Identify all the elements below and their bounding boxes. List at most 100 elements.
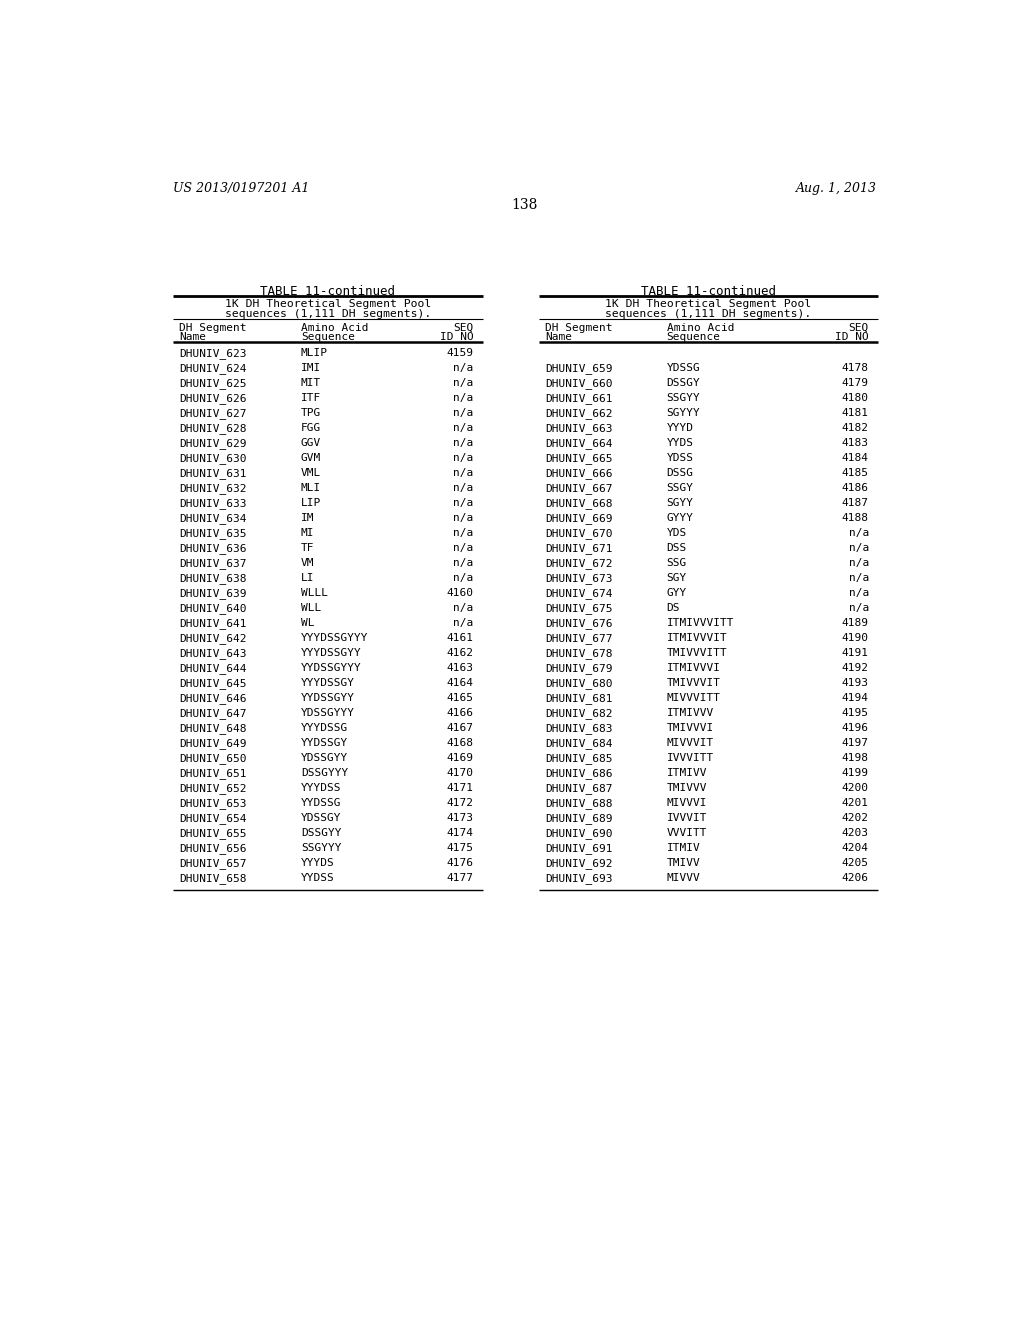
Text: DHUNIV_685: DHUNIV_685: [545, 754, 612, 764]
Text: n/a: n/a: [454, 528, 474, 539]
Text: TMIVVVI: TMIVVVI: [667, 723, 714, 733]
Text: DHUNIV_642: DHUNIV_642: [179, 634, 247, 644]
Text: SEQ: SEQ: [454, 323, 474, 333]
Text: MIVVVIT: MIVVVIT: [667, 738, 714, 748]
Text: DHUNIV_655: DHUNIV_655: [179, 829, 247, 840]
Text: MIVVV: MIVVV: [667, 874, 700, 883]
Text: DHUNIV_693: DHUNIV_693: [545, 874, 612, 884]
Text: DHUNIV_644: DHUNIV_644: [179, 663, 247, 675]
Text: DHUNIV_673: DHUNIV_673: [545, 573, 612, 583]
Text: DHUNIV_639: DHUNIV_639: [179, 589, 247, 599]
Text: 4161: 4161: [446, 634, 474, 643]
Text: YYDSSGYY: YYDSSGYY: [301, 693, 355, 704]
Text: ITMIVV: ITMIVV: [667, 768, 708, 779]
Text: DHUNIV_681: DHUNIV_681: [545, 693, 612, 704]
Text: DHUNIV_672: DHUNIV_672: [545, 558, 612, 569]
Text: 4175: 4175: [446, 843, 474, 853]
Text: YDSSGYYY: YDSSGYYY: [301, 708, 355, 718]
Text: DHUNIV_625: DHUNIV_625: [179, 378, 247, 389]
Text: DHUNIV_653: DHUNIV_653: [179, 799, 247, 809]
Text: DHUNIV_635: DHUNIV_635: [179, 528, 247, 539]
Text: 4179: 4179: [842, 378, 869, 388]
Text: TPG: TPG: [301, 408, 322, 418]
Text: DHUNIV_631: DHUNIV_631: [179, 469, 247, 479]
Text: 4183: 4183: [842, 438, 869, 447]
Text: YDSSGYY: YDSSGYY: [301, 754, 348, 763]
Text: n/a: n/a: [454, 469, 474, 478]
Text: 4169: 4169: [446, 754, 474, 763]
Text: 4184: 4184: [842, 453, 869, 463]
Text: DHUNIV_634: DHUNIV_634: [179, 513, 247, 524]
Text: GGV: GGV: [301, 438, 322, 447]
Text: DHUNIV_660: DHUNIV_660: [545, 378, 612, 389]
Text: TMIVVVIT: TMIVVVIT: [667, 678, 721, 688]
Text: n/a: n/a: [454, 378, 474, 388]
Text: DH Segment: DH Segment: [545, 323, 612, 333]
Text: TABLE 11-continued: TABLE 11-continued: [260, 285, 395, 298]
Text: DHUNIV_676: DHUNIV_676: [545, 618, 612, 630]
Text: DHUNIV_633: DHUNIV_633: [179, 498, 247, 510]
Text: DHUNIV_652: DHUNIV_652: [179, 783, 247, 795]
Text: DHUNIV_686: DHUNIV_686: [545, 768, 612, 779]
Text: DHUNIV_647: DHUNIV_647: [179, 708, 247, 719]
Text: YYYDSS: YYYDSS: [301, 783, 341, 793]
Text: DHUNIV_661: DHUNIV_661: [545, 393, 612, 404]
Text: ITF: ITF: [301, 393, 322, 403]
Text: 4202: 4202: [842, 813, 869, 824]
Text: DHUNIV_670: DHUNIV_670: [545, 528, 612, 539]
Text: 4206: 4206: [842, 874, 869, 883]
Text: IVVVITT: IVVVITT: [667, 754, 714, 763]
Text: TMIVVV: TMIVVV: [667, 783, 708, 793]
Text: n/a: n/a: [454, 453, 474, 463]
Text: DHUNIV_641: DHUNIV_641: [179, 618, 247, 630]
Text: 4180: 4180: [842, 393, 869, 403]
Text: 4204: 4204: [842, 843, 869, 853]
Text: n/a: n/a: [849, 573, 869, 583]
Text: YYYDS: YYYDS: [301, 858, 335, 869]
Text: 4186: 4186: [842, 483, 869, 492]
Text: 4176: 4176: [446, 858, 474, 869]
Text: DHUNIV_689: DHUNIV_689: [545, 813, 612, 824]
Text: YYYDSSGY: YYYDSSGY: [301, 678, 355, 688]
Text: DHUNIV_692: DHUNIV_692: [545, 858, 612, 870]
Text: DHUNIV_630: DHUNIV_630: [179, 453, 247, 463]
Text: DHUNIV_663: DHUNIV_663: [545, 422, 612, 434]
Text: DHUNIV_640: DHUNIV_640: [179, 603, 247, 614]
Text: TABLE 11-continued: TABLE 11-continued: [641, 285, 776, 298]
Text: DHUNIV_656: DHUNIV_656: [179, 843, 247, 854]
Text: GYYY: GYYY: [667, 513, 693, 523]
Text: DHUNIV_658: DHUNIV_658: [179, 874, 247, 884]
Text: US 2013/0197201 A1: US 2013/0197201 A1: [173, 182, 309, 194]
Text: VVVITT: VVVITT: [667, 829, 708, 838]
Text: 4196: 4196: [842, 723, 869, 733]
Text: DHUNIV_626: DHUNIV_626: [179, 393, 247, 404]
Text: n/a: n/a: [454, 363, 474, 372]
Text: 4178: 4178: [842, 363, 869, 372]
Text: DSSGY: DSSGY: [667, 378, 700, 388]
Text: 4162: 4162: [446, 648, 474, 659]
Text: VML: VML: [301, 469, 322, 478]
Text: sequences (1,111 DH segments).: sequences (1,111 DH segments).: [605, 309, 812, 319]
Text: 4187: 4187: [842, 498, 869, 508]
Text: Name: Name: [179, 333, 206, 342]
Text: SEQ: SEQ: [849, 323, 869, 333]
Text: DHUNIV_637: DHUNIV_637: [179, 558, 247, 569]
Text: DHUNIV_688: DHUNIV_688: [545, 799, 612, 809]
Text: 1K DH Theoretical Segment Pool: 1K DH Theoretical Segment Pool: [605, 300, 812, 309]
Text: 4205: 4205: [842, 858, 869, 869]
Text: n/a: n/a: [849, 589, 869, 598]
Text: DHUNIV_664: DHUNIV_664: [545, 438, 612, 449]
Text: ITMIVVVI: ITMIVVVI: [667, 663, 721, 673]
Text: 4192: 4192: [842, 663, 869, 673]
Text: Name: Name: [545, 333, 572, 342]
Text: SGYY: SGYY: [667, 498, 693, 508]
Text: SSGY: SSGY: [667, 483, 693, 492]
Text: DHUNIV_691: DHUNIV_691: [545, 843, 612, 854]
Text: DHUNIV_667: DHUNIV_667: [545, 483, 612, 494]
Text: 4172: 4172: [446, 799, 474, 808]
Text: 4165: 4165: [446, 693, 474, 704]
Text: DHUNIV_665: DHUNIV_665: [545, 453, 612, 463]
Text: Sequence: Sequence: [667, 333, 721, 342]
Text: DHUNIV_682: DHUNIV_682: [545, 708, 612, 719]
Text: MIVVVITT: MIVVVITT: [667, 693, 721, 704]
